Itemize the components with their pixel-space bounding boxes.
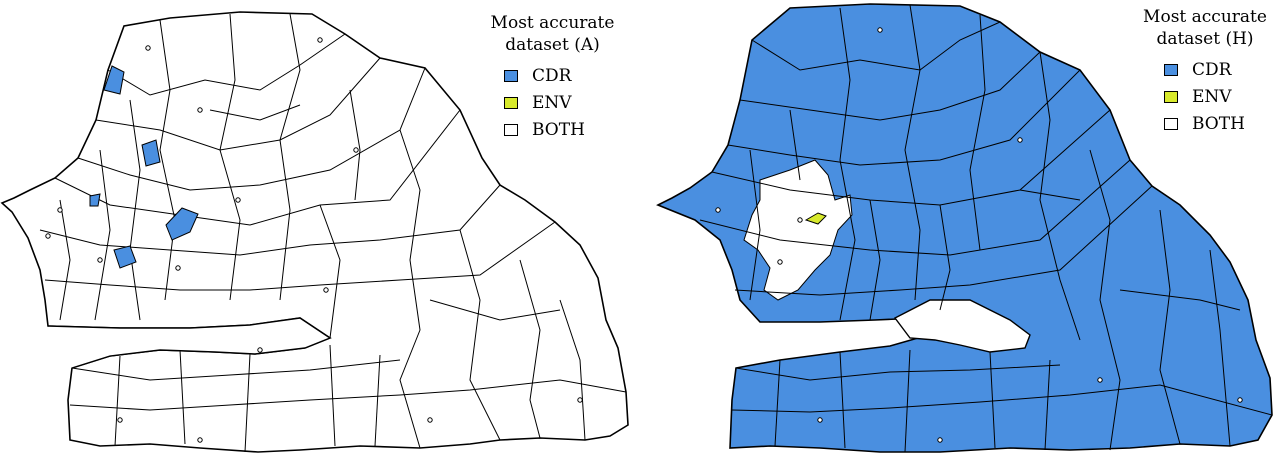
legend-item-env: ENV [470,89,635,116]
town-markers-a [45,37,583,443]
gambia-enclave-h [893,299,1031,353]
legend-item-both: BOTH [470,116,635,143]
swatch-env [504,96,518,109]
legend-label-cdr: CDR [532,65,572,86]
legend-label-cdr: CDR [1192,59,1232,80]
legend-label-env: ENV [532,92,572,113]
swatch-both [504,123,518,136]
legend-title-line2: dataset (H) [1156,29,1254,49]
district-borders-a [39,13,627,453]
town-markers-h [715,27,1243,443]
legend-title-line2: dataset (A) [505,35,600,55]
legend-h: Most accurate dataset (H) CDR ENV BOTH [1130,6,1280,137]
legend-item-env: ENV [1130,83,1280,110]
legend-item-cdr: CDR [1130,56,1280,83]
env-region-h [804,212,827,225]
legend-a: Most accurate dataset (A) CDR ENV BOTH [470,12,635,143]
senegal-map-h [656,3,1273,453]
swatch-env [1164,90,1178,103]
swatch-cdr [504,69,518,82]
legend-title: Most accurate dataset (A) [470,12,635,56]
legend-item-both: BOTH [1130,110,1280,137]
legend-title-line1: Most accurate [1143,7,1267,27]
both-regions-h [743,159,853,301]
legend-title: Most accurate dataset (H) [1130,6,1280,50]
legend-item-cdr: CDR [470,62,635,89]
legend-label-both: BOTH [1192,113,1245,134]
legend-label-both: BOTH [532,119,585,140]
map-panel-a: Most accurate dataset (A) CDR ENV BOTH [0,11,635,453]
senegal-map-a [0,11,629,453]
cdr-regions-a [89,65,199,269]
swatch-both [1164,117,1178,130]
map-panel-h: Most accurate dataset (H) CDR ENV BOTH [640,0,1280,458]
swatch-cdr [1164,63,1178,76]
district-borders-h [699,4,1273,453]
legend-label-env: ENV [1192,86,1232,107]
legend-title-line1: Most accurate [490,13,615,33]
gambia-enclave-a [47,317,332,369]
